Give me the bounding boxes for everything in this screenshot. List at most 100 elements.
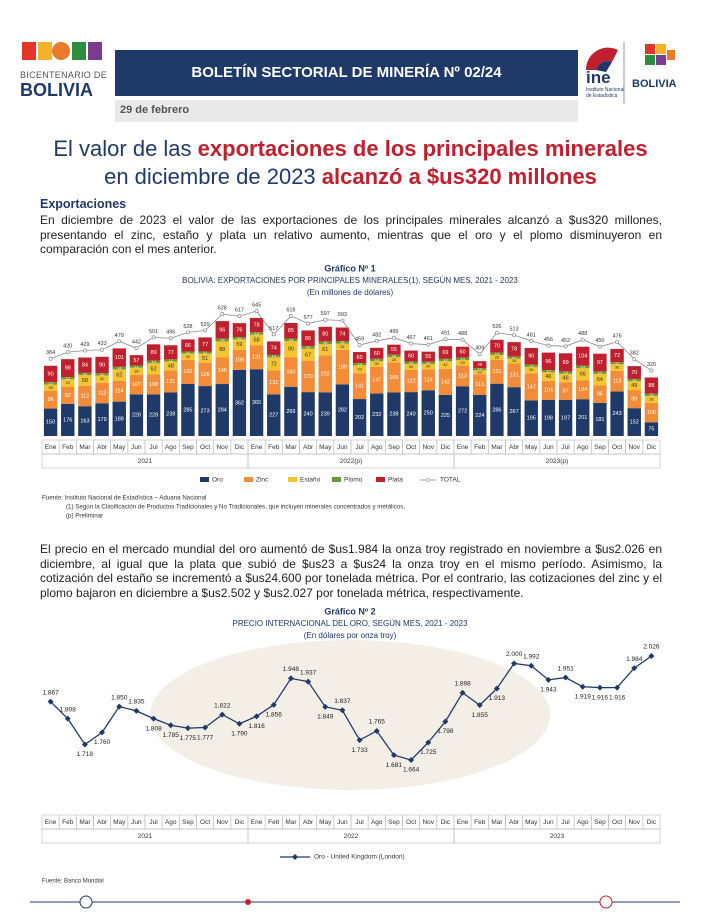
bar-segment: [112, 348, 126, 367]
data-label: 163: [80, 419, 89, 425]
bar-segment: [112, 366, 126, 370]
data-label: 26: [495, 354, 500, 359]
data-label: 267: [509, 409, 518, 415]
bar-segment: [610, 391, 624, 436]
data-label: 49: [631, 383, 637, 389]
x-tick-label: Nov: [216, 444, 228, 451]
bar-segment: [318, 341, 332, 345]
data-label: 99: [563, 360, 569, 366]
data-label: 80: [322, 332, 328, 338]
total-marker: [529, 339, 534, 343]
data-label: 107: [132, 382, 141, 388]
data-label: 12: [203, 350, 208, 355]
bar-segment: [215, 341, 229, 358]
bar-segment: [507, 387, 521, 436]
bar-segment: [249, 334, 264, 346]
bar-segment: [473, 361, 487, 369]
data-label: 84: [82, 363, 88, 369]
data-label: 13: [48, 380, 53, 385]
bar-segment: [627, 390, 641, 409]
data-label: 12: [512, 355, 517, 360]
x-tick-label: Sep: [594, 819, 606, 826]
bar-segment: [43, 365, 58, 383]
bar-segment: [644, 395, 659, 403]
bar-segment: [249, 345, 264, 370]
x-tick-label: Ago: [371, 444, 383, 451]
bar-segment: [524, 400, 538, 436]
year-label: 2021: [138, 458, 153, 465]
data-label: 15: [220, 337, 225, 342]
total-marker: [306, 321, 311, 326]
data-label: 13: [529, 363, 534, 368]
data-label: 160: [286, 370, 295, 376]
data-label: 131: [252, 355, 261, 361]
bar-segment: [421, 363, 435, 370]
total-label: 488: [458, 331, 467, 337]
bar-segment: [404, 363, 418, 370]
bar-segment: [404, 369, 418, 393]
data-label: 77: [202, 342, 208, 348]
header-graphics: [22, 42, 675, 122]
data-label: 12: [66, 375, 71, 380]
bar-segment: [232, 323, 247, 338]
bar-segment: [61, 359, 75, 378]
data-label: 104: [544, 388, 553, 394]
bar-segment: [352, 363, 367, 366]
total-label: 593: [338, 312, 347, 318]
data-label: 121: [166, 379, 175, 385]
data-label: 55: [391, 347, 397, 353]
x-tick-label: Feb: [62, 819, 74, 826]
data-label: 113: [613, 379, 622, 385]
bar-segment: [78, 385, 92, 407]
bar-segment: [284, 357, 298, 387]
data-label: 239: [321, 412, 330, 418]
bar-segment: [490, 352, 504, 355]
bar-segment: [576, 368, 590, 381]
data-label: 77: [168, 350, 174, 356]
bar-segment: [455, 365, 470, 387]
bar-segment: [421, 369, 435, 391]
bar-segment: [215, 321, 229, 339]
x-tick-label: Jul: [561, 819, 570, 826]
data-label: 89: [151, 350, 157, 356]
bar-segment: [455, 346, 470, 358]
data-label: 13: [563, 370, 568, 375]
x-tick-label: Oct: [612, 819, 622, 826]
total-label: 577: [303, 315, 312, 321]
bar-segment: [644, 393, 659, 396]
chart-title: Gráfico Nº 1: [324, 263, 375, 273]
data-label: 113: [458, 373, 467, 379]
bar-segment: [370, 366, 384, 394]
data-label: 1.919: [575, 693, 592, 700]
x-tick-label: Nov: [628, 819, 640, 826]
total-label: 420: [63, 344, 72, 350]
price-marker: [219, 711, 226, 718]
data-label: 70: [631, 370, 637, 376]
bar-segment: [421, 351, 435, 362]
data-label: 74: [339, 332, 345, 338]
bar-segment: [627, 381, 641, 391]
bar-segment: [490, 383, 504, 436]
bar-segment: [473, 368, 487, 371]
data-label: 170: [303, 374, 312, 380]
x-tick-label: Oct: [200, 444, 210, 451]
bar-segment: [576, 365, 590, 369]
bar-segment: [610, 370, 624, 392]
data-label: 1.867: [42, 689, 59, 696]
data-label: 1.992: [523, 653, 540, 660]
bar-segment: [335, 343, 350, 350]
data-label: 1.984: [626, 656, 643, 663]
data-label: 1.856: [266, 712, 283, 719]
bar-segment: [43, 382, 58, 385]
data-label: 66: [580, 372, 586, 378]
legend-label: TOTAL: [440, 477, 461, 484]
total-marker: [512, 333, 517, 338]
data-label: 86: [305, 336, 311, 342]
data-label: 108: [149, 382, 158, 388]
bar-segment: [576, 346, 590, 366]
total-label: 513: [509, 327, 518, 333]
bar-segment: [215, 338, 229, 342]
x-tick-label: Nov: [216, 819, 228, 826]
data-label: 202: [321, 371, 330, 377]
data-label: 240: [406, 411, 415, 417]
